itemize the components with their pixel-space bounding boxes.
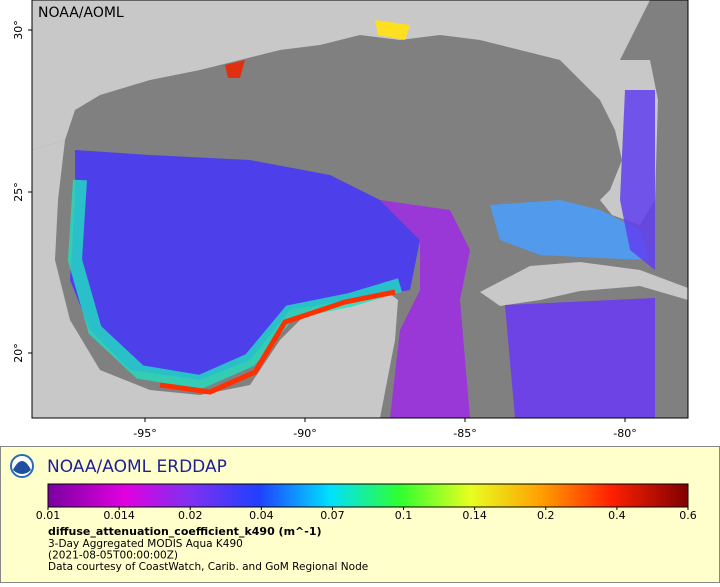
legend-line: (2021-08-05T00:00:00Z) xyxy=(48,550,178,562)
colorbar-tick-label: 0.07 xyxy=(320,509,345,522)
data-swath xyxy=(380,200,470,418)
lon-tick-label: -85° xyxy=(453,427,476,440)
colorbar-tick-label: 0.04 xyxy=(249,509,274,522)
colorbar-tick-label: 0.14 xyxy=(462,509,487,522)
lon-tick-label: -90° xyxy=(293,427,316,440)
colorbar-tick-label: 0.6 xyxy=(679,509,697,522)
legend-line: 3-Day Aggregated MODIS Aqua K490 xyxy=(48,538,243,550)
land xyxy=(32,0,650,150)
lat-tick-label: 30° xyxy=(12,20,25,40)
lon-axis: -95° -90° -85° -80° xyxy=(133,418,637,440)
land xyxy=(480,262,688,306)
lat-axis: 30° 25° 20° xyxy=(12,20,32,363)
map-area xyxy=(32,0,688,418)
legend-lines: 3-Day Aggregated MODIS Aqua K490(2021-08… xyxy=(48,538,368,573)
colorbar-tick-label: 0.2 xyxy=(537,509,555,522)
land xyxy=(32,140,398,418)
data-swath xyxy=(490,200,650,260)
legend-line: Data courtesy of CoastWatch, Carib. and … xyxy=(48,561,368,573)
colorbar-tick-label: 0.4 xyxy=(608,509,626,522)
map-label: NOAA/AOML xyxy=(38,5,124,21)
colorbar-tick-label: 0.02 xyxy=(178,509,203,522)
variable-name: diffuse_attenuation_coefficient_k490 (m^… xyxy=(48,525,322,538)
colorbar-tick-label: 0.014 xyxy=(103,509,135,522)
data-swath xyxy=(225,60,245,78)
data-swath xyxy=(375,20,410,40)
colorbar-ticks: 0.01 0.014 0.02 0.04 0.07 0.1 0.14 0.2 0.4 0.6 xyxy=(36,507,697,522)
noaa-logo xyxy=(10,454,34,478)
colorbar xyxy=(47,483,689,508)
legend-title: NOAA/AOML ERDDAP xyxy=(47,457,227,477)
colorbar-tick-label: 0.01 xyxy=(36,509,61,522)
data-swath xyxy=(505,298,655,418)
data-swath xyxy=(70,150,420,380)
map-frame xyxy=(31,0,689,419)
lon-tick-label: -95° xyxy=(133,427,156,440)
lat-tick-label: 20° xyxy=(12,343,25,363)
lat-tick-label: 25° xyxy=(12,182,25,202)
data-swath xyxy=(620,90,655,270)
data-swath xyxy=(67,179,403,390)
colorbar-tick-label: 0.1 xyxy=(395,509,413,522)
lon-tick-label: -80° xyxy=(613,427,636,440)
data-swath xyxy=(159,289,396,395)
